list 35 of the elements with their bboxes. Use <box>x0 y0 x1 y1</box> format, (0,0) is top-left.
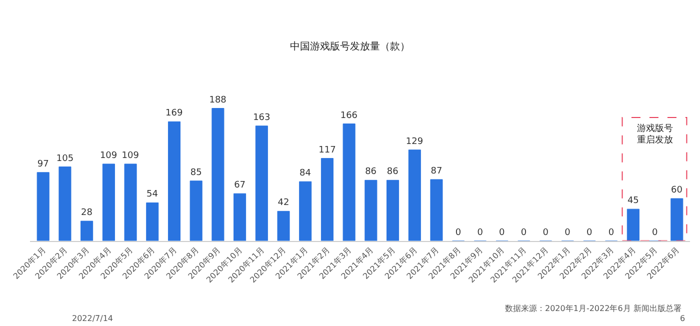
text: 6 <box>680 314 686 323</box>
data-label: 163 <box>253 112 270 123</box>
data-label: 42 <box>278 198 290 208</box>
data-label: 28 <box>80 208 93 218</box>
data-label: 97 <box>37 159 49 170</box>
data-label: 86 <box>365 167 377 178</box>
data-label: 84 <box>299 168 312 179</box>
data-label: 0 <box>542 228 549 238</box>
data-label: 0 <box>652 228 658 238</box>
data-label: 0 <box>586 228 592 238</box>
data-label: 67 <box>234 180 246 191</box>
data-label: 45 <box>627 196 639 206</box>
data-label: 109 <box>100 150 118 161</box>
data-label: 0 <box>455 228 462 238</box>
data-label: 166 <box>340 110 358 121</box>
data-label: 109 <box>122 150 140 161</box>
data-label: 87 <box>430 166 442 176</box>
data-label: 188 <box>209 95 227 106</box>
data-label: 129 <box>406 136 424 147</box>
data-label: 169 <box>166 108 183 119</box>
annotation: 游戏版号重启发放 <box>637 123 673 146</box>
data-label: 0 <box>477 228 484 238</box>
data-label: 0 <box>520 228 527 238</box>
text: 2022/7/14 <box>72 314 114 323</box>
chart-title: 中国游戏版号发放量（款） <box>290 40 410 52</box>
data-label: 86 <box>386 167 399 178</box>
data-label: 54 <box>146 190 158 200</box>
data-label: 117 <box>318 145 336 156</box>
data-label: 0 <box>608 228 614 238</box>
data-label: 0 <box>564 228 571 238</box>
data-label: 85 <box>190 168 202 178</box>
data-label: 60 <box>671 186 683 196</box>
data-label: 0 <box>499 228 506 238</box>
data-label: 105 <box>56 154 74 164</box>
source-note: 数据来源：2020年1月-2022年6月 新闻出版总署 <box>505 304 682 313</box>
